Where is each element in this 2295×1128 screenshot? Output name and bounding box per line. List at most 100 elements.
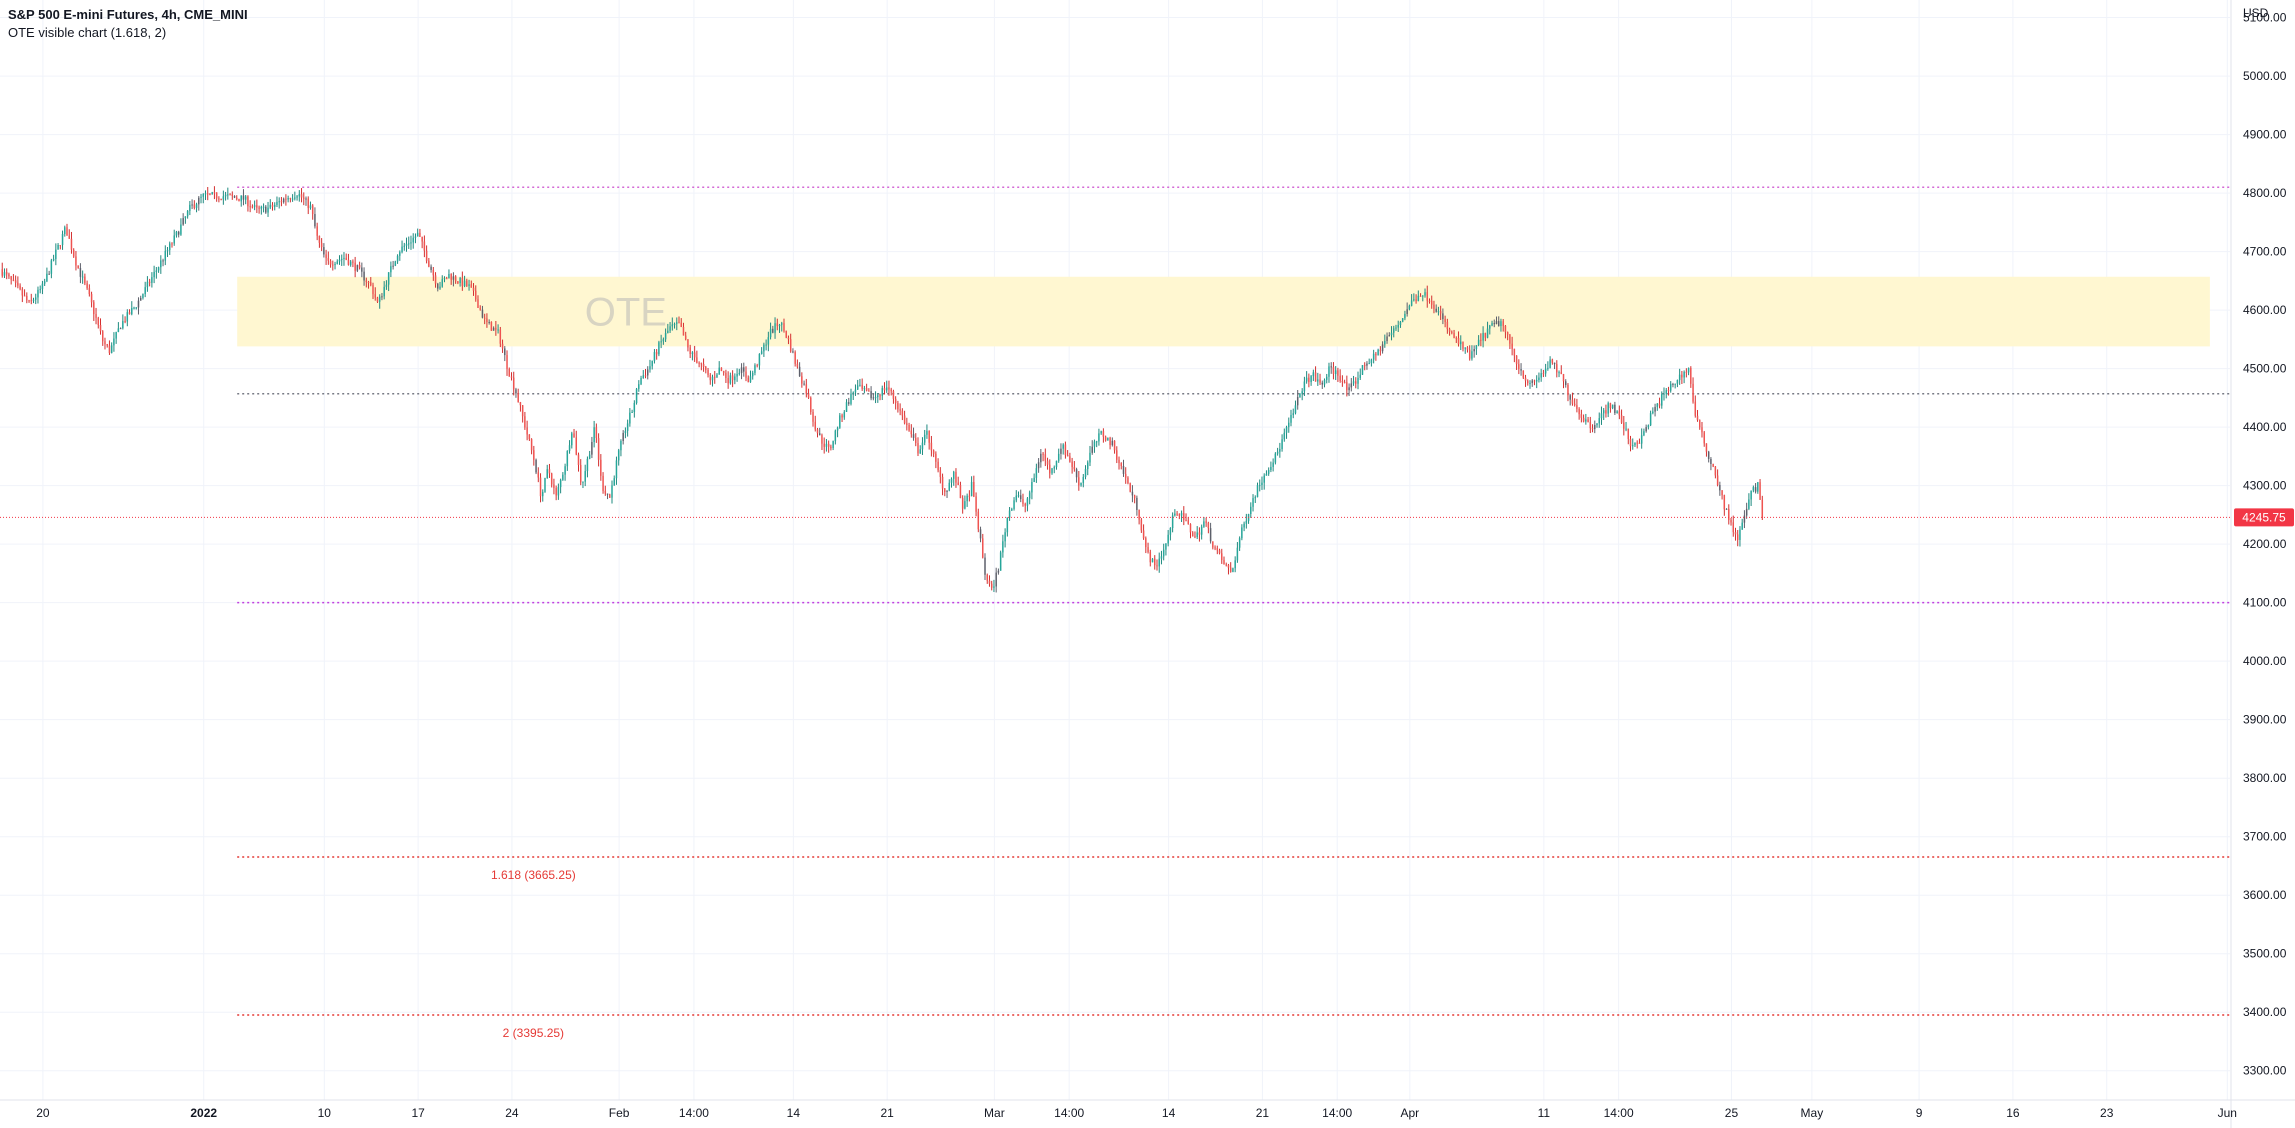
candle-body xyxy=(682,326,685,336)
candle-body xyxy=(1464,347,1466,349)
candle-body xyxy=(99,325,102,332)
candle-body xyxy=(990,583,993,588)
candle-body xyxy=(363,271,365,281)
candle-body xyxy=(848,402,850,404)
candle-body xyxy=(1046,460,1049,465)
candle-body xyxy=(1339,375,1341,382)
candle-body xyxy=(325,254,327,259)
candle-body xyxy=(535,459,537,473)
candle-body xyxy=(743,367,745,372)
candle-body xyxy=(1643,431,1645,436)
candle-body xyxy=(597,438,600,460)
candle-body xyxy=(1158,558,1160,567)
candle-body xyxy=(975,496,977,512)
candle-body xyxy=(1290,414,1292,423)
candle-body xyxy=(1207,522,1210,529)
candle-body xyxy=(519,402,522,406)
candle-body xyxy=(1705,443,1708,452)
candle-body xyxy=(861,384,863,389)
candle-body xyxy=(1567,384,1569,396)
candle-body xyxy=(1288,422,1290,428)
candle-body xyxy=(142,294,144,298)
candle-body xyxy=(347,259,350,265)
candle-body xyxy=(676,322,678,324)
candle-body xyxy=(1216,548,1219,551)
candle-body xyxy=(336,261,339,264)
candle-body xyxy=(1011,508,1013,511)
candle-body xyxy=(1600,413,1603,419)
candle-body xyxy=(1602,410,1605,414)
candle-body xyxy=(137,300,140,308)
level-lines: 1.618 (3665.25) 2 (3395.25) xyxy=(237,186,2230,1040)
candle-body xyxy=(941,476,944,489)
candle-body xyxy=(1710,458,1712,464)
candle-body xyxy=(61,234,64,246)
candle-body xyxy=(1,269,3,276)
candle-body xyxy=(1203,521,1205,527)
candle-body xyxy=(611,485,613,498)
candle-body xyxy=(684,335,687,340)
price-axis[interactable]: USD 3300.00 3400.00 3500.00 3600.00 3700.00 38… xyxy=(2230,0,2287,1128)
candle-body xyxy=(1145,538,1147,548)
candle-body xyxy=(1745,508,1748,516)
candle-body xyxy=(218,198,220,200)
candle-body xyxy=(1629,438,1632,447)
candle-body xyxy=(1299,393,1301,397)
candle-body xyxy=(977,511,980,530)
candle-body xyxy=(1375,353,1377,356)
candle-body xyxy=(1093,441,1096,447)
candle-body xyxy=(548,469,551,474)
candle-body xyxy=(792,351,794,353)
candle-body xyxy=(1212,541,1214,548)
candle-body xyxy=(59,244,62,246)
candle-body xyxy=(1254,497,1257,499)
candle-body xyxy=(517,393,519,403)
candle-body xyxy=(901,410,904,416)
candle-body xyxy=(34,297,37,300)
candle-body xyxy=(615,460,618,479)
candle-body xyxy=(1647,425,1650,428)
x-tick-label: May xyxy=(1801,1106,1824,1120)
last-price-label: 4245.75 xyxy=(2242,510,2286,524)
candle-body xyxy=(521,405,524,417)
candle-body xyxy=(729,375,732,384)
candle-body xyxy=(700,363,703,365)
candle-body xyxy=(734,376,736,381)
candle-body xyxy=(481,309,484,318)
candle-body xyxy=(1140,519,1143,531)
candle-body xyxy=(1221,553,1223,561)
time-axis[interactable]: 20 2022 10 17 24 Feb 14:00 14 21 Mar 14:00 14 21 14:0… xyxy=(0,1099,2295,1120)
candle-body xyxy=(1475,345,1478,350)
candle-body xyxy=(289,198,292,200)
candle-body xyxy=(1558,372,1560,374)
candle-body xyxy=(434,275,437,284)
candle-body xyxy=(731,375,734,381)
candle-body xyxy=(1730,520,1732,523)
candle-body xyxy=(376,297,379,302)
candle-body xyxy=(1160,556,1163,559)
candle-body xyxy=(343,257,345,259)
candle-body xyxy=(367,282,370,284)
candle-body xyxy=(839,415,841,428)
candle-body xyxy=(557,487,560,496)
candle-body xyxy=(1571,399,1574,404)
candle-body xyxy=(88,288,91,295)
candle-body xyxy=(1238,538,1241,548)
candle-body xyxy=(515,389,517,394)
candle-body xyxy=(215,192,218,199)
candle-body xyxy=(1493,323,1496,325)
candle-body xyxy=(1013,500,1015,509)
candle-body xyxy=(14,280,17,283)
candle-body xyxy=(166,250,169,252)
candle-body xyxy=(1714,466,1717,476)
candle-body xyxy=(1573,403,1576,406)
candle-body xyxy=(1627,428,1630,439)
candle-body xyxy=(401,246,403,253)
candle-body xyxy=(1296,396,1299,406)
candle-body xyxy=(238,199,240,202)
candle-body xyxy=(783,323,785,331)
candle-body xyxy=(1625,428,1627,430)
candle-body xyxy=(856,385,859,390)
